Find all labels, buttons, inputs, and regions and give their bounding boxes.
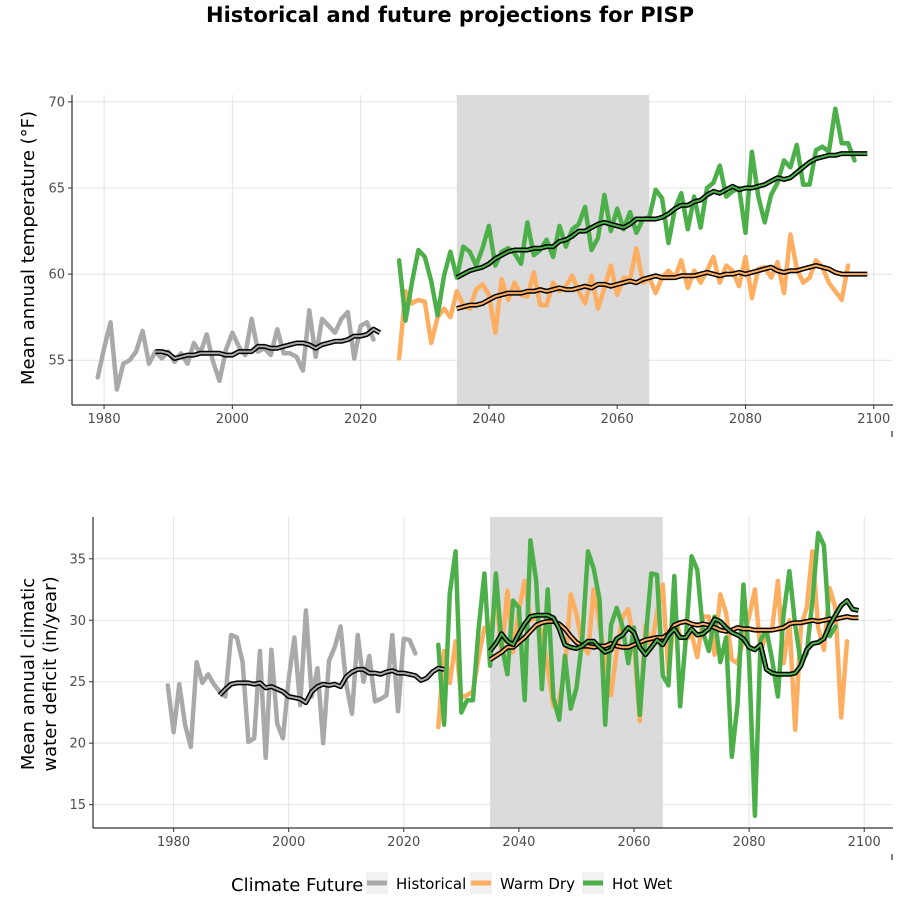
x-tick-label: 2020: [344, 412, 377, 427]
x-tick-label: 2100: [857, 412, 890, 427]
temperature-panel: Mean annual temperature (°F) 1980 2000 202…: [18, 95, 893, 437]
series-line-hot-wet: [436, 530, 838, 818]
y-tick-label: 70: [48, 95, 65, 110]
trend-line: [489, 615, 859, 661]
water-deficit-panel: Mean annual climatic water deficit (in/y…: [18, 517, 893, 860]
water-deficit-axis-label-line2: water deficit (in/year): [40, 576, 61, 771]
x-tick-label: 2060: [601, 412, 634, 427]
x-tick-label: 2080: [733, 835, 766, 850]
y-tick-label: 15: [69, 798, 86, 813]
x-tick-label: 2000: [216, 412, 249, 427]
legend: Climate Future Historical Warm Dry Hot Wet: [231, 872, 672, 896]
y-tick-label: 60: [48, 268, 65, 283]
legend-label: Hot Wet: [612, 875, 672, 893]
x-tick-label: 2080: [729, 412, 762, 427]
y-tick-label: 65: [48, 182, 65, 197]
x-tick-label: 2000: [272, 835, 305, 850]
trend-line: [456, 152, 868, 279]
temperature-axis-label: Mean annual temperature (°F): [18, 111, 39, 385]
series-line-historical: [165, 608, 418, 761]
x-tick-label: 1980: [157, 835, 190, 850]
trend-line: [456, 264, 868, 310]
chart-title: Historical and future projections for PI…: [206, 3, 694, 27]
trend-line: [218, 667, 445, 704]
x-tick-label: 2040: [502, 835, 535, 850]
water-deficit-axis-label-line1: Mean annual climatic: [18, 578, 39, 770]
series-line-warm-dry: [396, 232, 851, 361]
y-tick-label: 35: [69, 552, 86, 567]
y-tick-label: 25: [69, 675, 86, 690]
legend-label: Warm Dry: [500, 875, 575, 893]
trend-line: [489, 599, 859, 676]
series-line-historical: [95, 308, 376, 392]
x-tick-label: 1980: [88, 412, 121, 427]
x-tick-label: 2060: [617, 835, 650, 850]
y-tick-label: 30: [69, 614, 86, 629]
x-tick-label: 2040: [472, 412, 505, 427]
x-tick-label: 2100: [848, 835, 881, 850]
legend-title: Climate Future: [231, 875, 363, 896]
legend-label: Historical: [396, 875, 466, 893]
x-tick-label: 2020: [387, 835, 420, 850]
y-tick-label: 55: [48, 354, 65, 369]
trend-line: [155, 328, 381, 360]
y-tick-label: 20: [69, 737, 86, 752]
